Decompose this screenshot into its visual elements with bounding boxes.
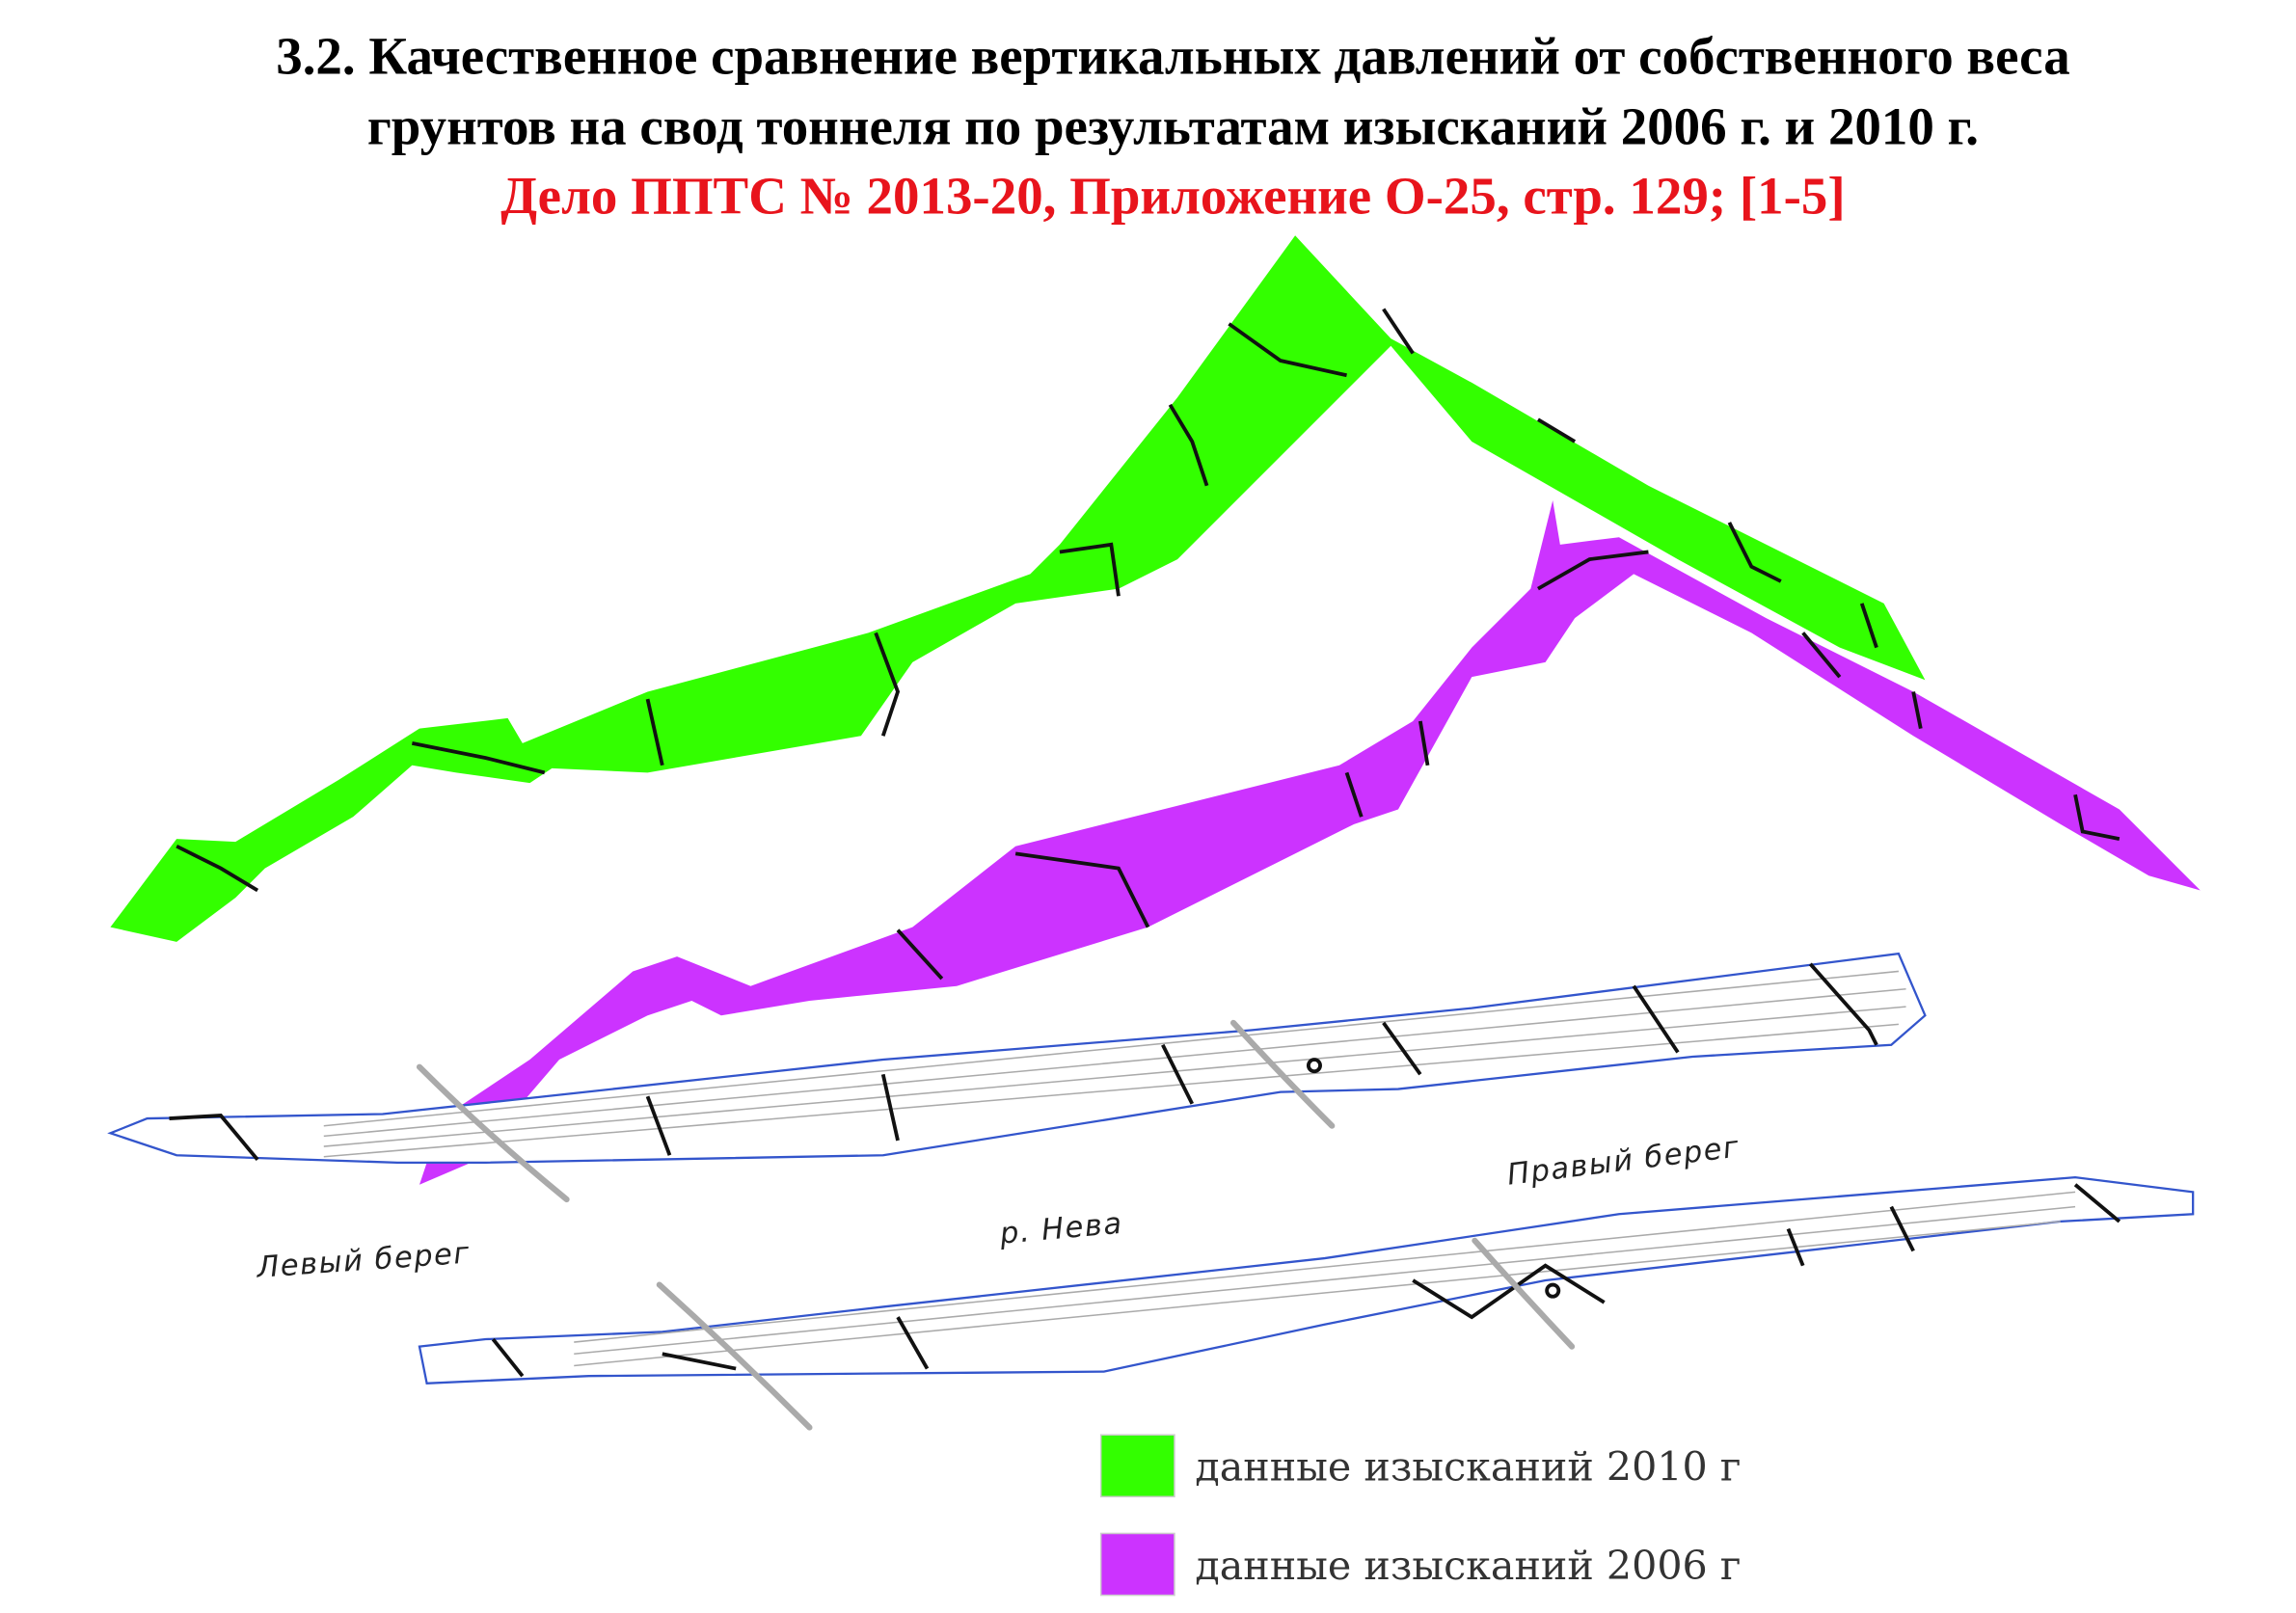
river-label: р. Нева (998, 1207, 1124, 1251)
legend: данные изысканий 2010 г данные изысканий … (1099, 1434, 1741, 1597)
legend-swatch (1099, 1532, 1175, 1597)
title: 3.2. Качественное сравнение вертикальных… (276, 26, 2069, 85)
legend-label: данные изысканий 2010 г (1195, 1444, 1741, 1491)
left-bank-label: Левый берег (255, 1236, 472, 1284)
tunnel-2010 (418, 1175, 2195, 1384)
legend-label: данные изысканий 2006 г (1195, 1543, 1741, 1589)
right-bank-label: Правый берег (1505, 1130, 1742, 1192)
legend-swatch (1099, 1434, 1175, 1498)
reference: Дело ППТС № 2013-20, Приложение О-25, ст… (500, 166, 1845, 225)
magenta-zone (419, 500, 2201, 1185)
green-zone (110, 235, 1926, 942)
title: грунтов на свод тоннеля по результатам и… (367, 97, 1979, 156)
